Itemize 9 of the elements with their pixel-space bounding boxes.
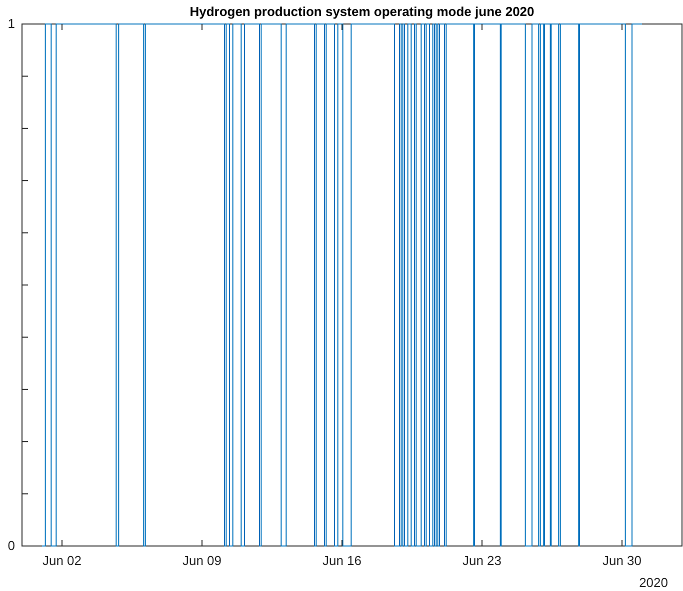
chart-title: Hydrogen production system operating mode june 2020 xyxy=(190,4,534,19)
x-tick-label: Jun 16 xyxy=(322,553,362,568)
x-tick-label: Jun 23 xyxy=(462,553,502,568)
y-tick-label: 0 xyxy=(8,538,15,553)
text: 2020 xyxy=(639,575,668,590)
y-tick-label: 1 xyxy=(8,16,15,31)
x-tick-label: Jun 30 xyxy=(602,553,642,568)
x-tick-label: Jun 09 xyxy=(182,553,222,568)
x-tick-label: Jun 02 xyxy=(42,553,82,568)
